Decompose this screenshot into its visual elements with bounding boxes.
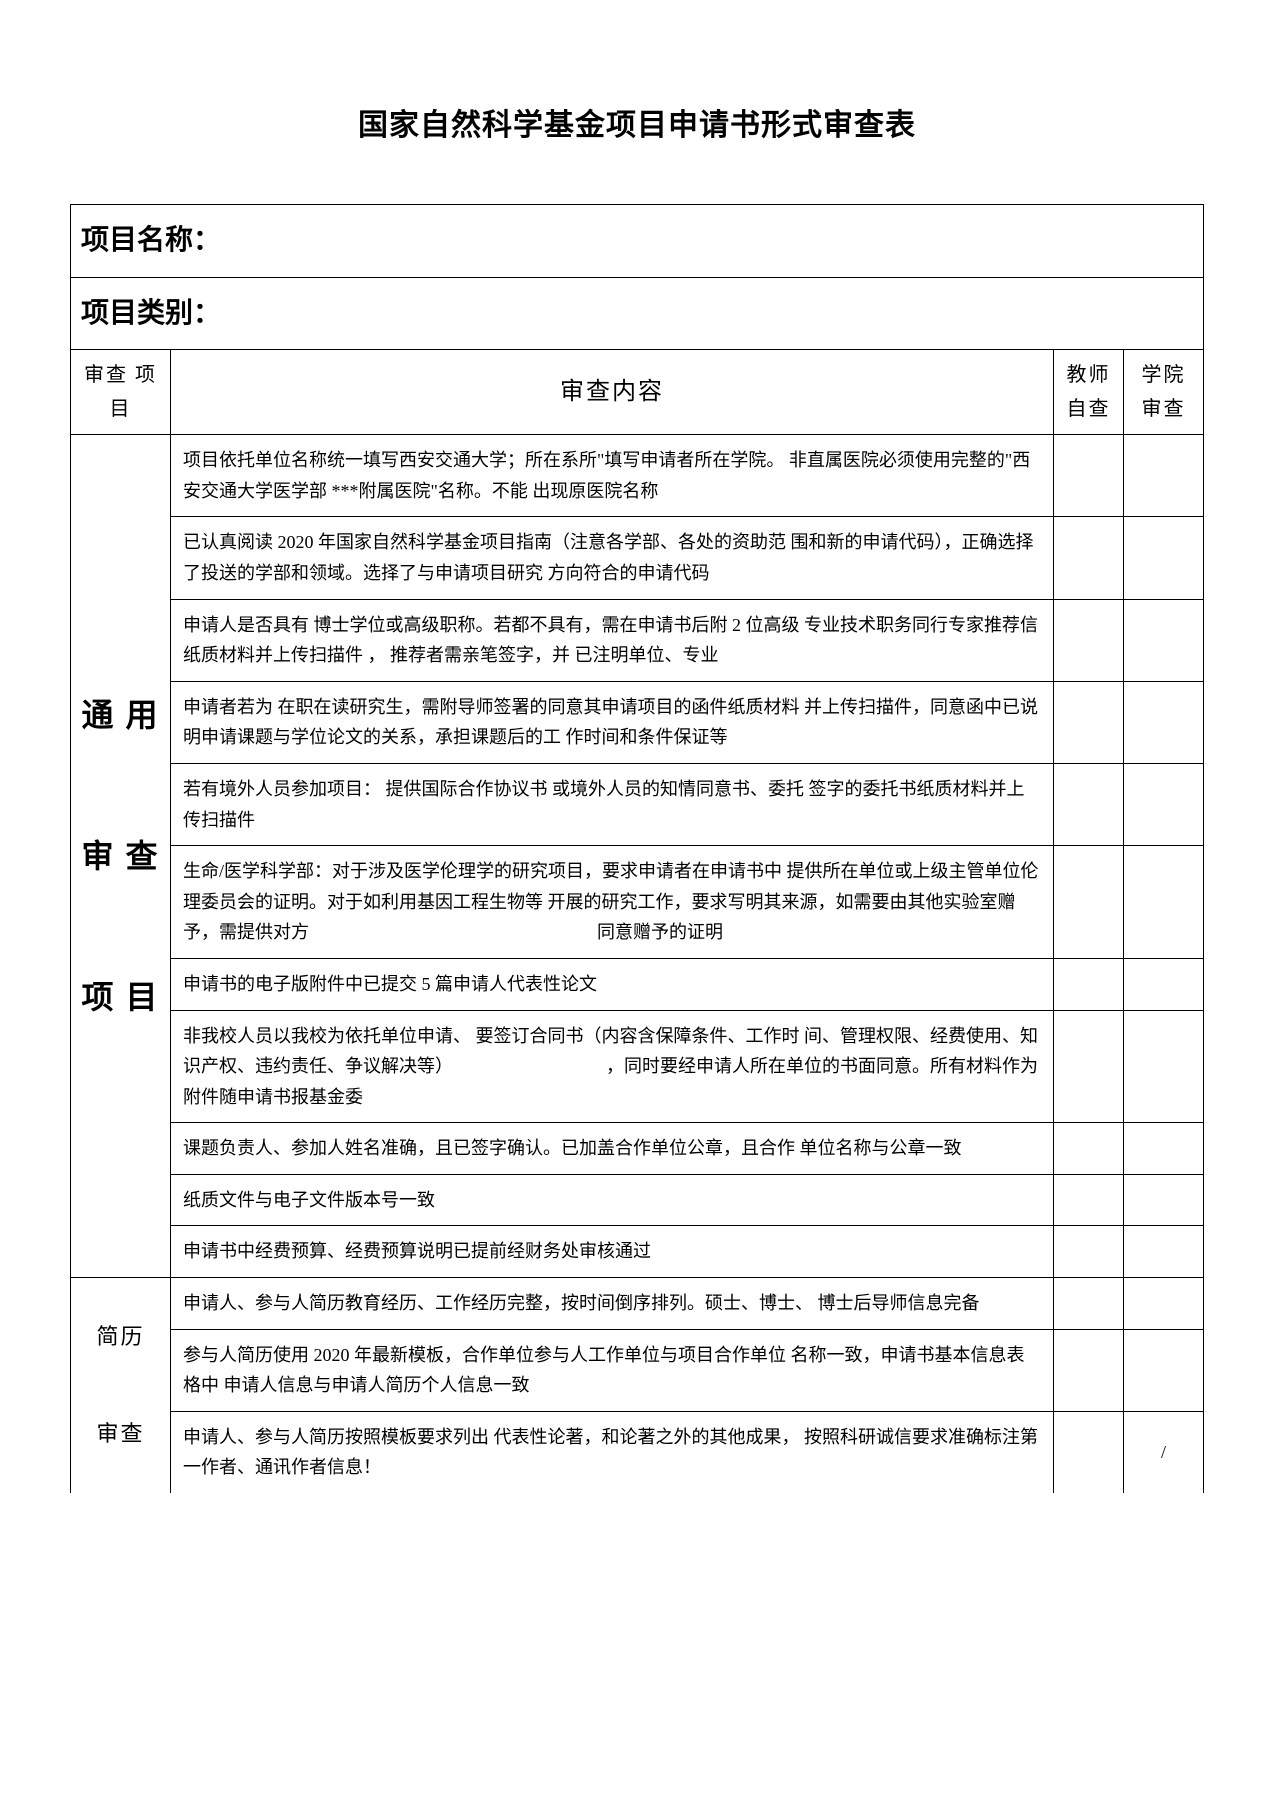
general-row-9-teacher	[1053, 1174, 1123, 1226]
resume-row-2-teacher	[1053, 1411, 1123, 1493]
general-row-7: 非我校人员以我校为依托单位申请、 要签订合同书（内容含保障条件、工作时 间、管理…	[171, 1010, 1054, 1123]
general-row-1-college	[1123, 517, 1203, 599]
general-row-8-teacher	[1053, 1123, 1123, 1175]
general-row-7-teacher	[1053, 1010, 1123, 1123]
general-row-10-college	[1123, 1226, 1203, 1278]
general-row-9: 纸质文件与电子文件版本号一致	[171, 1174, 1054, 1226]
general-row-2: 申请人是否具有 博士学位或高级职称。若都不具有，需在申请书后附 2 位高级 专业…	[171, 599, 1054, 681]
col-review-item: 审查 项目	[71, 350, 171, 435]
general-row-5-college	[1123, 846, 1203, 959]
resume-row-0-college	[1123, 1278, 1203, 1330]
general-row-1-teacher	[1053, 517, 1123, 599]
general-row-4-teacher	[1053, 763, 1123, 845]
section-resume-label: 简历 审查	[71, 1278, 171, 1493]
general-row-6-college	[1123, 958, 1203, 1010]
general-row-9-college	[1123, 1174, 1203, 1226]
col-teacher-self: 教师自查	[1053, 350, 1123, 435]
col-college-review: 学院 审查	[1123, 350, 1203, 435]
general-row-4-college	[1123, 763, 1203, 845]
general-row-0-college	[1123, 435, 1203, 517]
general-row-5-teacher	[1053, 846, 1123, 959]
general-row-0: 项目依托单位名称统一填写西安交通大学；所在系所"填写申请者所在学院。 非直属医院…	[171, 435, 1054, 517]
col-review-content: 审查内容	[171, 350, 1054, 435]
general-row-3-teacher	[1053, 681, 1123, 763]
general-row-2-teacher	[1053, 599, 1123, 681]
resume-row-2-college: /	[1123, 1411, 1203, 1493]
resume-row-1: 参与人简历使用 2020 年最新模板，合作单位参与人工作单位与项目合作单位 名称…	[171, 1329, 1054, 1411]
general-row-6-teacher	[1053, 958, 1123, 1010]
project-name-field: 项目名称：	[71, 205, 1204, 278]
resume-row-1-teacher	[1053, 1329, 1123, 1411]
general-row-3: 申请者若为 在职在读研究生，需附导师签署的同意其申请项目的函件纸质材料 并上传扫…	[171, 681, 1054, 763]
resume-row-1-college	[1123, 1329, 1203, 1411]
review-table: 项目名称： 项目类别： 审查 项目 审查内容 教师自查 学院 审查 通 用 审 …	[70, 204, 1204, 1493]
general-row-5: 生命/医学科学部：对于涉及医学伦理学的研究项目，要求申请者在申请书中 提供所在单…	[171, 846, 1054, 959]
section-general-label: 通 用 审 查 项 目	[71, 435, 171, 1278]
general-row-4: 若有境外人员参加项目： 提供国际合作协议书 或境外人员的知情同意书、委托 签字的…	[171, 763, 1054, 845]
resume-row-0-teacher	[1053, 1278, 1123, 1330]
general-row-8-college	[1123, 1123, 1203, 1175]
document-title: 国家自然科学基金项目申请书形式审查表	[70, 100, 1204, 144]
general-row-10-teacher	[1053, 1226, 1123, 1278]
general-row-10: 申请书中经费预算、经费预算说明已提前经财务处审核通过	[171, 1226, 1054, 1278]
resume-row-2: 申请人、参与人简历按照模板要求列出 代表性论著，和论著之外的其他成果， 按照科研…	[171, 1411, 1054, 1493]
general-row-2-college	[1123, 599, 1203, 681]
resume-row-0: 申请人、参与人简历教育经历、工作经历完整，按时间倒序排列。硕士、博士、 博士后导…	[171, 1278, 1054, 1330]
general-row-6: 申请书的电子版附件中已提交 5 篇申请人代表性论文	[171, 958, 1054, 1010]
general-row-1: 已认真阅读 2020 年国家自然科学基金项目指南（注意各学部、各处的资助范 围和…	[171, 517, 1054, 599]
general-row-0-teacher	[1053, 435, 1123, 517]
project-type-field: 项目类别：	[71, 277, 1204, 350]
general-row-8: 课题负责人、参加人姓名准确，且已签字确认。已加盖合作单位公章，且合作 单位名称与…	[171, 1123, 1054, 1175]
general-row-3-college	[1123, 681, 1203, 763]
general-row-7-college	[1123, 1010, 1203, 1123]
